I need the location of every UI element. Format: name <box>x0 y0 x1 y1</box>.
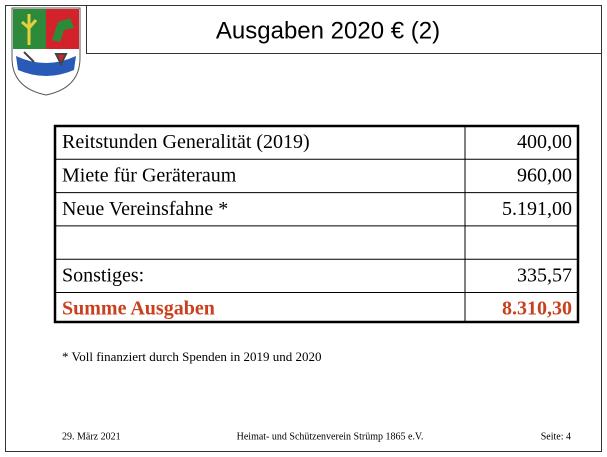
title-box <box>86 5 602 54</box>
slide-title: Ausgaben 2020 € (2) <box>216 17 440 44</box>
cell-label: Miete für Geräteraum <box>62 165 237 187</box>
cell-amount: 960,00 <box>517 165 572 187</box>
cell-amount: 8.310,30 <box>502 298 572 320</box>
cell-label: Sonstiges: <box>62 264 144 286</box>
cell-amount: 400,00 <box>517 131 572 153</box>
table <box>53 124 580 324</box>
cell-label: Neue Vereinsfahne * <box>62 198 228 220</box>
footnote: * Voll finanziert durch Spenden in 2019 … <box>62 349 322 364</box>
cell-amount: 5.191,00 <box>502 198 572 220</box>
footer-organization: Heimat- und Schützenverein Strümp 1865 e… <box>237 431 424 442</box>
cell-amount: 335,57 <box>517 264 572 286</box>
cell-label: Reitstunden Generalität (2019) <box>62 131 310 153</box>
coat-of-arms <box>11 7 81 96</box>
footer-page: Seite: 4 <box>541 431 571 442</box>
cell-label: Summe Ausgaben <box>62 298 215 320</box>
table-border <box>53 124 580 324</box>
slide-border <box>5 5 602 452</box>
footer-date: 29. März 2021 <box>62 431 121 442</box>
